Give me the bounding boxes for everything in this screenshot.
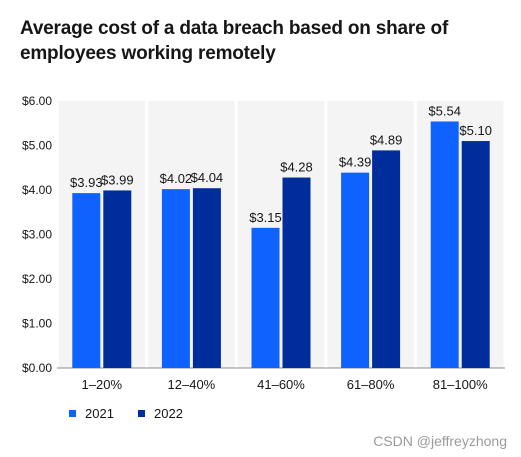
category-panel xyxy=(148,101,235,368)
legend-swatch-2022 xyxy=(138,410,145,417)
data-label: $4.28 xyxy=(280,160,313,175)
bar-2021 xyxy=(251,227,280,368)
data-label: $5.54 xyxy=(428,103,461,118)
data-label: $3.15 xyxy=(249,210,282,225)
bar-2021 xyxy=(161,189,190,368)
bar-2022 xyxy=(372,150,401,368)
x-tick-label: 1–20% xyxy=(82,377,123,392)
y-tick-label: $6.00 xyxy=(22,94,52,108)
bar-2021 xyxy=(72,193,101,368)
category-panel xyxy=(416,101,504,368)
bar-2021 xyxy=(430,121,459,368)
bar-2022 xyxy=(282,177,311,368)
x-tick-label: 41–60% xyxy=(257,377,305,392)
bar-2022 xyxy=(461,141,490,368)
legend-label-2022: 2022 xyxy=(154,406,183,421)
bar-2021 xyxy=(341,172,370,368)
data-label: $4.04 xyxy=(191,170,224,185)
bar-2022 xyxy=(103,190,132,368)
x-tick-label: 81–100% xyxy=(433,377,488,392)
category-panel xyxy=(58,101,146,368)
y-tick-label: $1.00 xyxy=(22,317,52,331)
y-tick-label: $3.00 xyxy=(22,228,52,242)
csdn-watermark: CSDN @jeffreyzhong xyxy=(373,433,507,449)
legend-swatch-2021 xyxy=(69,410,76,417)
y-tick-label: $0.00 xyxy=(22,361,52,375)
y-tick-label: $5.00 xyxy=(22,139,52,153)
legend-label-2021: 2021 xyxy=(85,406,114,421)
chart-title: Average cost of a data breach based on s… xyxy=(20,18,449,64)
category-panel xyxy=(237,101,325,368)
data-label: $4.89 xyxy=(370,132,403,147)
x-tick-label: 61–80% xyxy=(347,377,395,392)
data-label: $3.99 xyxy=(101,172,134,187)
data-label: $4.02 xyxy=(160,171,193,186)
data-label: $4.39 xyxy=(339,155,372,170)
data-label: $5.10 xyxy=(459,123,492,138)
y-tick-label: $2.00 xyxy=(22,272,52,286)
bar-2022 xyxy=(192,188,221,368)
data-label: $3.93 xyxy=(70,175,103,190)
x-tick-label: 12–40% xyxy=(168,377,216,392)
y-tick-label: $4.00 xyxy=(22,183,52,197)
